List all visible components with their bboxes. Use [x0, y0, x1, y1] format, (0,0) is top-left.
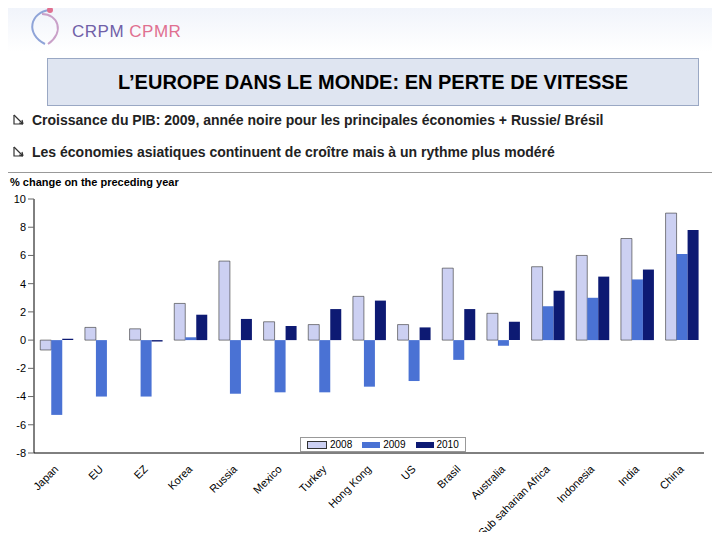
svg-text:4: 4 [20, 278, 26, 290]
svg-text:Hong Kong: Hong Kong [326, 463, 373, 510]
svg-text:Australia: Australia [468, 462, 507, 501]
html-text:Les économies asiatiques conti: Les économies asiatiques continuent de c… [32, 144, 555, 160]
html-text:2008: 2008 [330, 439, 353, 450]
svg-text:Turkey: Turkey [297, 462, 329, 494]
svg-text:Indonesia: Indonesia [554, 462, 597, 505]
svg-text:China: China [657, 462, 686, 491]
html-text:L’EUROPE DANS LE MONDE: EN PER: L’EUROPE DANS LE MONDE: EN PERTE DE VITE… [118, 70, 628, 93]
svg-text:8: 8 [20, 221, 26, 233]
svg-text:0: 0 [20, 334, 26, 346]
svg-text:India: India [616, 462, 642, 488]
svg-text:Japan: Japan [31, 463, 61, 493]
svg-text:2: 2 [20, 306, 26, 318]
svg-text:Mexico: Mexico [251, 463, 284, 496]
svg-text:6: 6 [20, 249, 26, 261]
svg-text:EU: EU [86, 463, 105, 482]
html-text:% change on the preceding year: % change on the preceding year [10, 176, 179, 188]
svg-text:-8: -8 [16, 447, 26, 459]
svg-text:Brasil: Brasil [435, 463, 463, 491]
svg-text:US: US [399, 463, 418, 482]
svg-text:Sub saharian Africa: Sub saharian Africa [476, 462, 553, 532]
html-text:2010: 2010 [436, 439, 459, 450]
svg-text:EZ: EZ [131, 463, 150, 482]
html-text:2009: 2009 [383, 439, 406, 450]
svg-text:10: 10 [14, 193, 26, 205]
html-text:CRPM CPMR: CRPM CPMR [72, 22, 182, 41]
svg-text:-6: -6 [16, 419, 26, 431]
svg-text:Korea: Korea [165, 462, 195, 492]
svg-text:Russia: Russia [207, 462, 240, 495]
svg-text:-2: -2 [16, 362, 26, 374]
svg-text:-4: -4 [16, 390, 26, 402]
html-text:Croissance du PIB: 2009, année: Croissance du PIB: 2009, année noire pou… [32, 112, 604, 128]
